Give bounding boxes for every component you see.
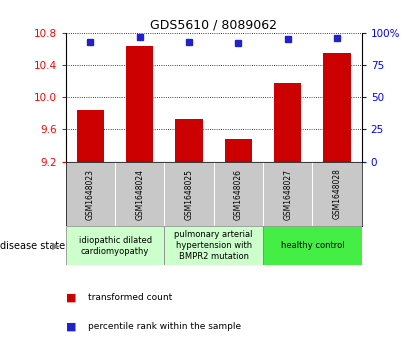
Text: ■: ■	[66, 293, 76, 303]
Text: ▶: ▶	[52, 241, 60, 250]
Text: GSM1648027: GSM1648027	[283, 168, 292, 220]
Bar	[225, 139, 252, 162]
Bar	[274, 83, 301, 162]
Bar	[77, 110, 104, 162]
Text: GSM1648026: GSM1648026	[234, 168, 243, 220]
Title: GDS5610 / 8089062: GDS5610 / 8089062	[150, 19, 277, 32]
Bar	[66, 226, 164, 265]
Bar	[175, 119, 203, 162]
Bar	[126, 46, 153, 162]
Text: healthy control: healthy control	[281, 241, 344, 250]
Text: idiopathic dilated
cardiomyopathy: idiopathic dilated cardiomyopathy	[79, 236, 152, 256]
Text: GSM1648023: GSM1648023	[86, 168, 95, 220]
Bar	[323, 53, 351, 162]
Text: GSM1648024: GSM1648024	[135, 168, 144, 220]
Bar	[164, 226, 263, 265]
Text: GSM1648025: GSM1648025	[185, 168, 194, 220]
Text: GSM1648028: GSM1648028	[332, 168, 342, 220]
Text: pulmonary arterial
hypertension with
BMPR2 mutation: pulmonary arterial hypertension with BMP…	[175, 230, 253, 261]
Text: disease state: disease state	[0, 241, 65, 250]
Text: ■: ■	[66, 322, 76, 332]
Text: percentile rank within the sample: percentile rank within the sample	[88, 322, 242, 331]
Text: transformed count: transformed count	[88, 293, 173, 302]
Bar	[263, 226, 362, 265]
